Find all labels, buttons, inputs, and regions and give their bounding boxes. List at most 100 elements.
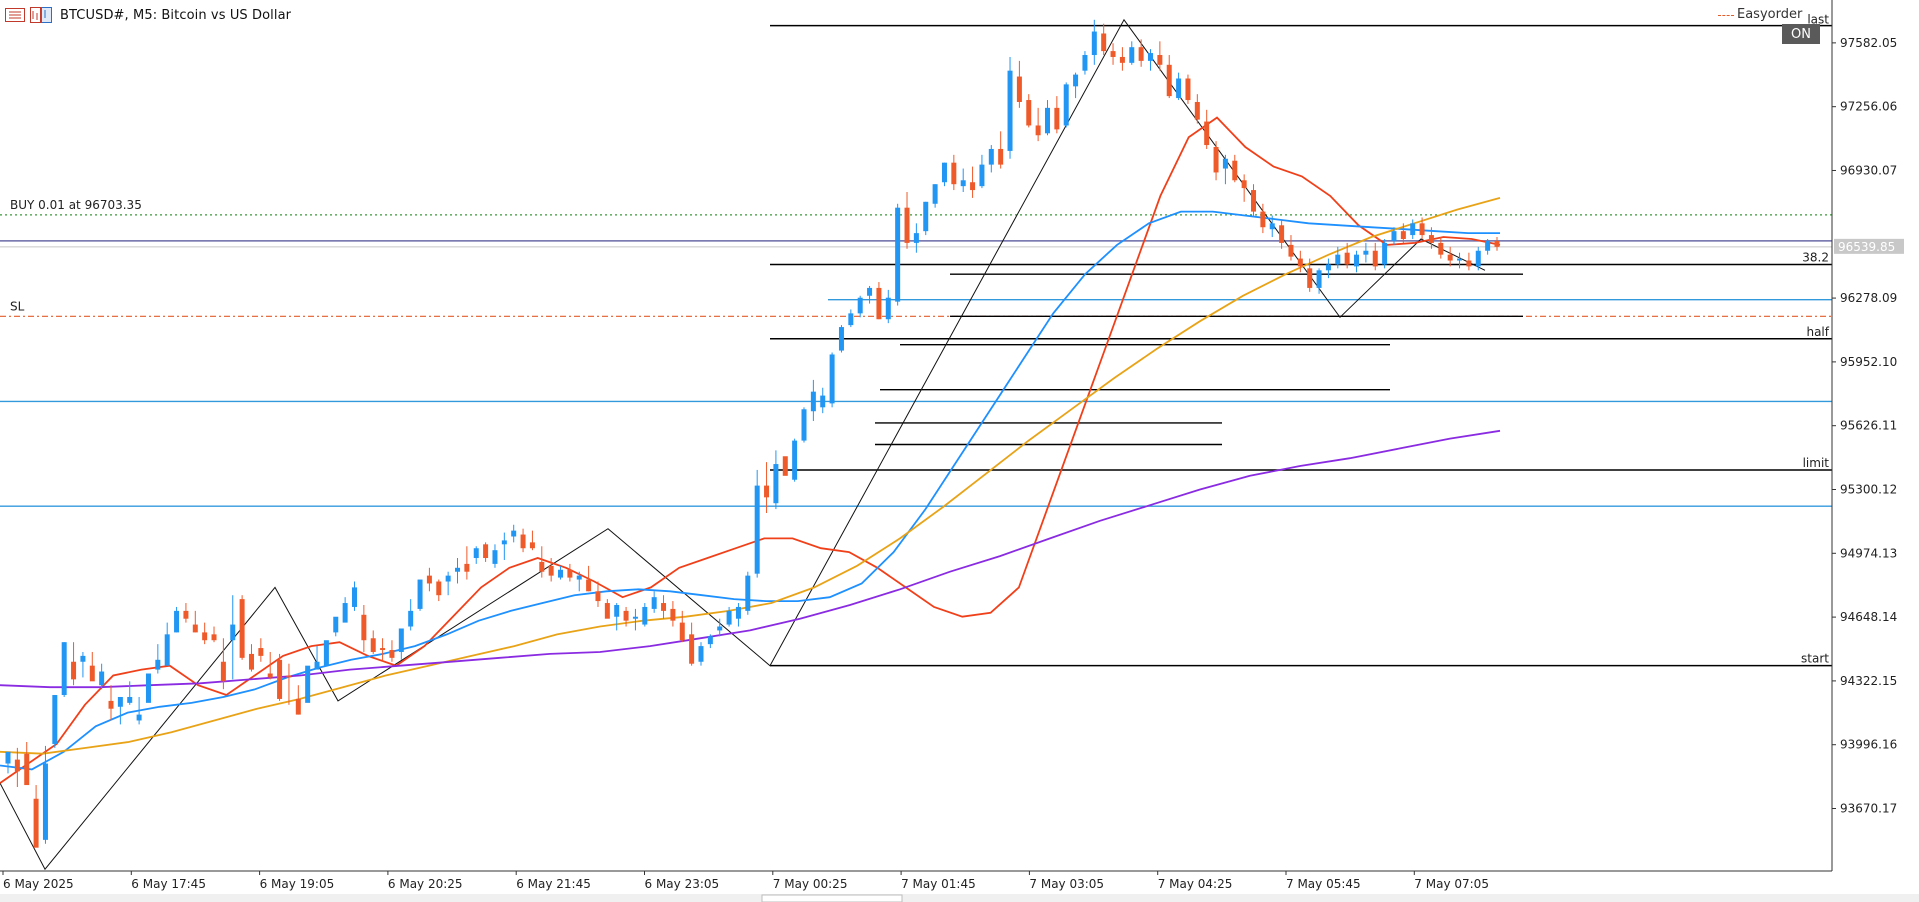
candle	[136, 696, 142, 725]
price-tick-label: 95626.11	[1840, 419, 1897, 433]
candle-body	[529, 542, 535, 549]
candle	[1110, 43, 1116, 65]
expert-status-badge[interactable]: ON	[1782, 24, 1820, 44]
candle-body	[1157, 55, 1163, 65]
time-axis: 6 May 2025 6 May 17:45 6 May 19:05 6 May 20…	[0, 870, 1919, 902]
candle	[1428, 227, 1434, 249]
candle-body	[586, 579, 592, 592]
candle-body	[174, 610, 180, 633]
candle	[1026, 94, 1032, 128]
candle-body	[1335, 254, 1341, 265]
candle-body	[136, 714, 142, 721]
candle-body	[1325, 264, 1331, 271]
candle-body	[305, 665, 311, 703]
price-tick-label: 97256.06	[1840, 100, 1897, 114]
candle	[155, 644, 161, 674]
candle	[1101, 23, 1107, 56]
price-tick-label: 96278.09	[1840, 291, 1897, 305]
candle-body	[1073, 74, 1079, 87]
candle-body	[923, 201, 929, 232]
zigzag-lines	[0, 18, 1486, 871]
candle-body	[960, 180, 966, 187]
candle-body	[295, 698, 301, 715]
candle	[548, 558, 554, 582]
candle-body	[473, 548, 479, 559]
candle	[305, 665, 311, 703]
candle-body	[183, 610, 189, 619]
chart-window-icon[interactable]	[30, 7, 52, 23]
candle	[567, 563, 573, 582]
candle-body	[277, 659, 283, 699]
candle-body	[1438, 242, 1444, 255]
candle	[726, 606, 732, 627]
candle-body	[754, 485, 760, 574]
candle-body	[1082, 55, 1088, 71]
candle	[1410, 219, 1416, 239]
candle	[24, 741, 30, 786]
candle	[829, 352, 835, 408]
price-tick-label: 94648.14	[1840, 610, 1897, 624]
plot-area	[0, 0, 1832, 871]
candle-body	[1204, 121, 1210, 146]
candle	[1251, 184, 1257, 218]
candle-body	[1428, 235, 1434, 243]
candle-body	[1054, 107, 1060, 130]
hline-label-4: half	[1806, 325, 1829, 339]
candle	[361, 604, 367, 652]
candle	[1475, 246, 1481, 271]
candle	[670, 601, 676, 627]
line-labels: BUY 0.01 at 96703.35 SL last 38.2 half limit s…	[10, 13, 1830, 666]
candle-body	[1044, 107, 1050, 134]
price-tick-label: 94974.13	[1840, 546, 1897, 560]
candle	[314, 646, 320, 670]
time-tick-label: 7 May 00:25	[773, 877, 848, 891]
candle-body	[1419, 223, 1425, 236]
candle	[558, 565, 564, 580]
candle-body	[951, 162, 957, 185]
candle	[717, 618, 723, 637]
candle	[501, 532, 507, 560]
candle	[1325, 258, 1331, 279]
candle-body	[1260, 211, 1266, 228]
candle-body	[464, 563, 470, 572]
candle	[951, 154, 957, 191]
candle-body	[1316, 270, 1322, 288]
hline-label-3: 38.2	[1802, 250, 1829, 264]
chart-header: BTCUSD#, M5: Bitcoin vs US Dollar	[4, 4, 291, 26]
candle-body	[267, 673, 273, 678]
candle-body	[810, 391, 816, 412]
candle	[183, 603, 189, 623]
candle-body	[979, 164, 985, 187]
candle-body	[1241, 180, 1247, 189]
candle	[99, 663, 105, 690]
hline-label-2: last	[1807, 13, 1829, 27]
current-price-label: 96539.85	[1838, 240, 1895, 254]
candle	[117, 696, 123, 725]
candle-body	[1035, 125, 1041, 136]
candle-body	[1354, 254, 1360, 267]
candle-body	[1194, 101, 1200, 120]
time-tick-label: 6 May 2025	[3, 877, 74, 891]
candle-body	[99, 671, 105, 686]
candle-body	[380, 648, 386, 651]
candle-body	[42, 763, 48, 840]
candle	[492, 544, 498, 568]
candle-body	[595, 591, 601, 602]
bottom-scrollbar[interactable]	[0, 894, 1919, 902]
candle	[1363, 242, 1369, 263]
candle-body	[24, 753, 30, 786]
candle-body	[426, 575, 432, 584]
chart-bars-icon[interactable]	[4, 7, 26, 23]
price-tick-label: 95952.10	[1840, 355, 1897, 369]
candle-body	[867, 287, 873, 296]
candle	[127, 681, 133, 705]
candle	[913, 223, 919, 253]
candle	[445, 571, 451, 596]
candle-body	[679, 622, 685, 641]
candle	[295, 685, 301, 715]
candle	[80, 651, 86, 678]
candle	[464, 546, 470, 580]
candle	[529, 530, 535, 551]
scrollbar-thumb[interactable]	[761, 894, 903, 902]
